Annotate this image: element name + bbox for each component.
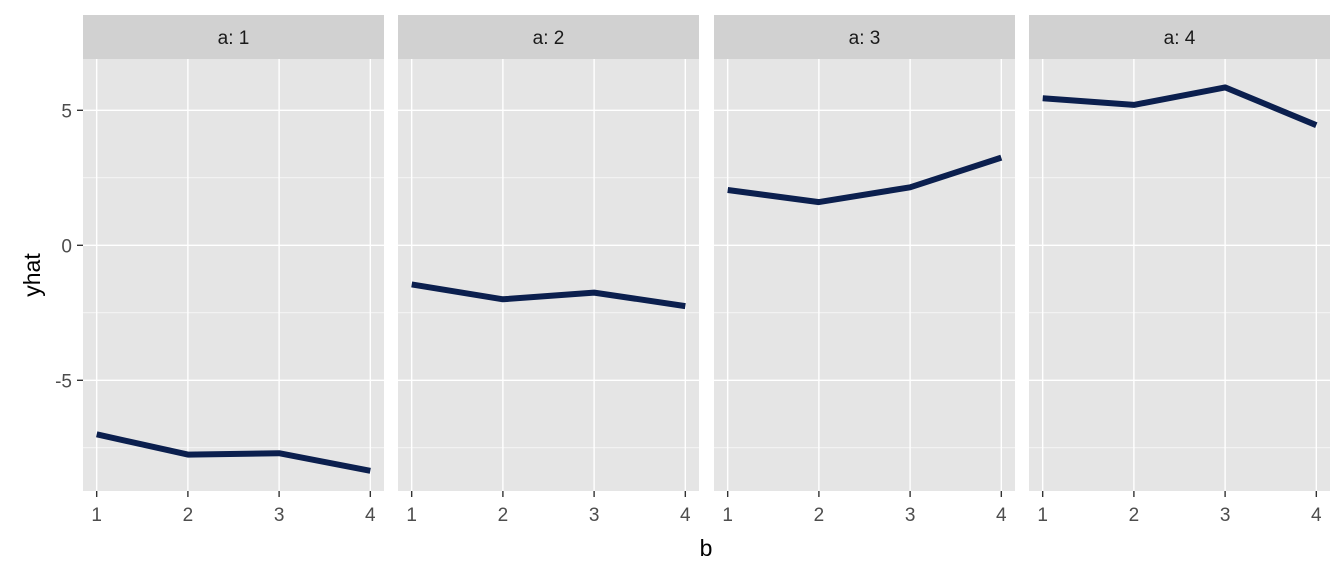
facet-strip-label: a: 4 [1164, 28, 1196, 49]
facet-panel-3: a: 3 1 2 3 4 [714, 15, 1015, 526]
panel-background [714, 59, 1015, 491]
x-tick-label: 1 [1037, 505, 1048, 526]
facet-strip [714, 15, 1015, 59]
facet-panel-4: a: 4 1 2 3 4 [1029, 15, 1330, 526]
x-tick-label: 3 [589, 505, 600, 526]
facet-panels: a: 1 1 2 3 4 a: 2 1 2 3 4 a: 3 1 2 3 4 a: 4 1 2 3 4 [83, 15, 1330, 526]
x-tick-label: 2 [814, 505, 825, 526]
facet-strip [1029, 15, 1330, 59]
y-axis-title: yhat [19, 253, 45, 297]
x-tick-label: 2 [183, 505, 194, 526]
facet-panel-2: a: 2 1 2 3 4 [398, 15, 699, 526]
facet-strip-label: a: 2 [533, 28, 565, 49]
x-tick-label: 2 [1129, 505, 1140, 526]
series-line [96, 431, 371, 474]
facet-strip [398, 15, 699, 59]
x-axis-title: b [700, 535, 713, 561]
panel-background [1029, 59, 1330, 491]
x-tick-label: 4 [996, 505, 1007, 526]
series-line [1042, 84, 1318, 128]
facet-panel-1: a: 1 1 2 3 4 [83, 15, 384, 526]
series-line [727, 154, 1003, 206]
x-tick-label: 2 [498, 505, 509, 526]
facet-strip [83, 15, 384, 59]
x-tick-label: 3 [1220, 505, 1231, 526]
y-axis: 5 0 -5 [55, 101, 83, 392]
x-tick-label: 1 [722, 505, 733, 526]
y-tick-label: -5 [55, 371, 72, 392]
x-tick-label: 4 [365, 505, 376, 526]
x-tick-label: 3 [274, 505, 285, 526]
y-tick-label: 5 [61, 101, 72, 122]
x-tick-label: 4 [1311, 505, 1322, 526]
facet-strip-label: a: 1 [218, 28, 250, 49]
series-line [411, 281, 686, 310]
x-tick-label: 3 [905, 505, 916, 526]
panel-background [83, 59, 384, 491]
panel-background [398, 59, 699, 491]
x-tick-label: 1 [406, 505, 417, 526]
facet-strip-label: a: 3 [849, 28, 881, 49]
x-tick-label: 1 [91, 505, 102, 526]
x-tick-label: 4 [680, 505, 691, 526]
y-tick-label: 0 [61, 236, 72, 257]
